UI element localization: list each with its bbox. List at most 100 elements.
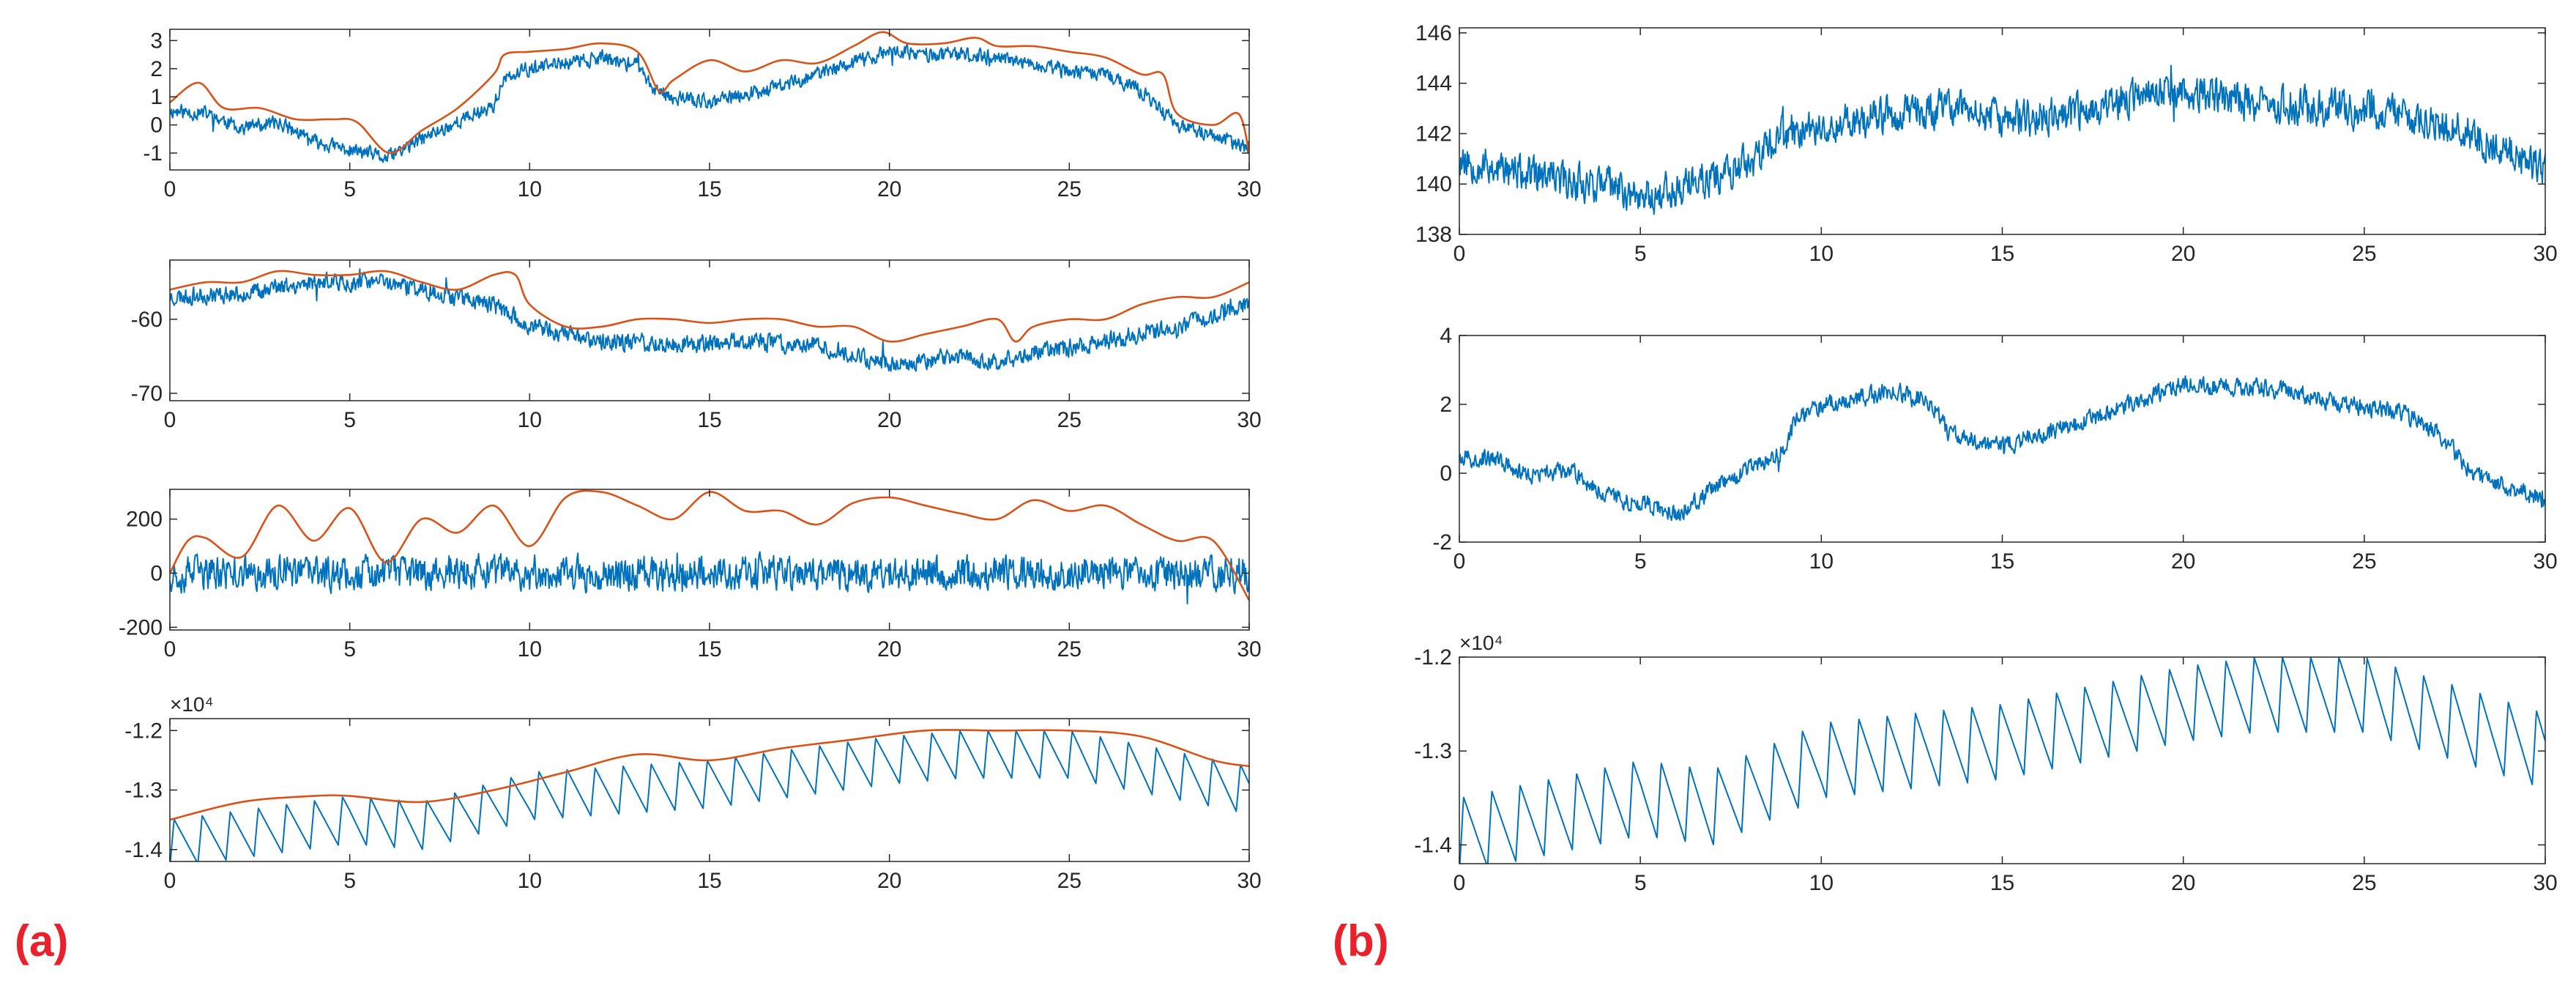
x-tick-label: 20 <box>2171 242 2195 266</box>
y-tick-label: 3 <box>150 29 163 53</box>
chart-a2: 0 5 10 15 20 25 30 -60 -70 <box>131 259 1262 432</box>
x-tick-label: 0 <box>164 408 176 432</box>
series-envelope-a4 <box>170 729 1249 821</box>
y-tick-label: 144 <box>1415 72 1452 96</box>
series-envelope-a2 <box>170 270 1249 343</box>
series-signal-a3 <box>170 551 1249 605</box>
y-tick-label: -1.4 <box>1414 833 1452 857</box>
x-tick-label: 20 <box>877 869 901 893</box>
x-tick-label: 15 <box>697 177 721 201</box>
y-tick-label: 2 <box>150 57 163 81</box>
series-signal-a2 <box>170 268 1249 372</box>
x-tick-label: 25 <box>1057 637 1082 661</box>
y-tick-label: 4 <box>1440 324 1452 348</box>
x-tick-label: 25 <box>1057 408 1082 432</box>
x-tick-label: 10 <box>518 869 542 893</box>
y-tick-label: 0 <box>150 114 163 138</box>
x-tick-label: 10 <box>1809 242 1834 266</box>
panel-label-b: (b) <box>1333 916 1389 965</box>
x-tick-label: 5 <box>343 869 356 893</box>
series-envelope-a3 <box>170 489 1249 601</box>
y-tick-label: -200 <box>119 615 163 640</box>
axes-box-a4 <box>169 718 1250 862</box>
x-tick-label: 25 <box>2352 242 2376 266</box>
x-tick-label: 0 <box>1453 871 1466 895</box>
x-tick-label: 30 <box>1237 869 1261 893</box>
x-tick-label: 30 <box>2533 549 2557 574</box>
x-tick-label: 25 <box>2352 871 2376 895</box>
x-tick-label: 5 <box>343 177 356 201</box>
x-tick-label: 25 <box>1057 177 1082 201</box>
y-tick-label: -60 <box>131 308 163 332</box>
y-tick-label: -1 <box>143 141 163 166</box>
y-tick-label: 146 <box>1415 21 1452 45</box>
x-tick-label: 0 <box>164 869 176 893</box>
y-tick-label: 142 <box>1415 122 1452 146</box>
x-tick-label: 20 <box>2171 871 2195 895</box>
x-tick-label: 30 <box>1237 177 1261 201</box>
y-tick-label: -1.3 <box>1414 739 1452 763</box>
x-tick-label: 20 <box>2171 549 2195 574</box>
series-signal-b2 <box>1459 375 2545 522</box>
x-tick-label: 10 <box>1809 549 1834 574</box>
chart-a4: 0 5 10 15 20 25 30 -1.2 -1.3 -1.4 ×10⁴ <box>124 693 1261 893</box>
y-tick-label: -1.2 <box>1414 645 1452 670</box>
y-tick-label: -2 <box>1432 530 1452 555</box>
x-tick-label: 15 <box>697 637 721 661</box>
x-tick-label: 5 <box>343 637 356 661</box>
x-tick-label: 15 <box>1990 871 2014 895</box>
axes-box-a3 <box>169 489 1250 631</box>
series-signal-a4 <box>170 730 1249 861</box>
y-tick-label: 200 <box>126 508 163 532</box>
y-tick-label: -1.3 <box>124 779 163 803</box>
x-tick-label: 30 <box>2533 871 2557 895</box>
x-tick-label: 10 <box>518 177 542 201</box>
x-tick-label: 20 <box>877 637 901 661</box>
series-signal-a1 <box>170 44 1249 163</box>
axes-box-b3 <box>1459 656 2546 864</box>
x-tick-label: 25 <box>2352 549 2376 574</box>
x-tick-label: 30 <box>2533 242 2557 266</box>
x-tick-label: 20 <box>877 408 901 432</box>
x-tick-label: 0 <box>164 637 176 661</box>
x-tick-label: 20 <box>877 177 901 201</box>
x-tick-label: 30 <box>1237 408 1261 432</box>
x-tick-label: 10 <box>518 408 542 432</box>
y-tick-label: 0 <box>150 561 163 585</box>
x-tick-label: 10 <box>1809 871 1834 895</box>
y-exponent-label: ×10⁴ <box>1459 631 1503 654</box>
y-tick-label: 140 <box>1415 172 1452 196</box>
x-tick-label: 25 <box>1057 869 1082 893</box>
series-signal-b1 <box>1459 64 2545 215</box>
panel-label-a: (a) <box>15 916 68 965</box>
x-tick-label: 15 <box>1990 242 2014 266</box>
x-tick-label: 0 <box>1453 242 1466 266</box>
y-tick-label: 138 <box>1415 223 1452 247</box>
y-tick-label: 2 <box>1440 393 1452 417</box>
chart-b3: 0 5 10 15 20 25 30 -1.2 -1.3 -1.4 ×10⁴ <box>1414 631 2557 895</box>
x-tick-label: 10 <box>518 637 542 661</box>
y-tick-label: -1.2 <box>124 719 163 743</box>
chart-b1: 0 5 10 15 20 25 30 138 140 142 144 146 <box>1415 21 2558 266</box>
x-tick-label: 5 <box>1634 242 1647 266</box>
x-tick-label: 15 <box>697 869 721 893</box>
x-tick-label: 15 <box>1990 549 2014 574</box>
y-exponent-label: ×10⁴ <box>170 693 214 716</box>
x-tick-label: 5 <box>1634 549 1647 574</box>
x-tick-label: 15 <box>697 408 721 432</box>
series-envelope-a1 <box>170 31 1249 155</box>
y-tick-label: -70 <box>131 382 163 406</box>
x-tick-label: 5 <box>1634 871 1647 895</box>
y-tick-label: 0 <box>1440 462 1452 486</box>
x-tick-label: 0 <box>1453 549 1466 574</box>
x-tick-label: 5 <box>343 408 356 432</box>
x-tick-label: 0 <box>164 177 176 201</box>
series-signal-b3 <box>1459 657 2545 864</box>
y-tick-label: -1.4 <box>124 838 163 862</box>
y-tick-label: 1 <box>150 85 163 109</box>
